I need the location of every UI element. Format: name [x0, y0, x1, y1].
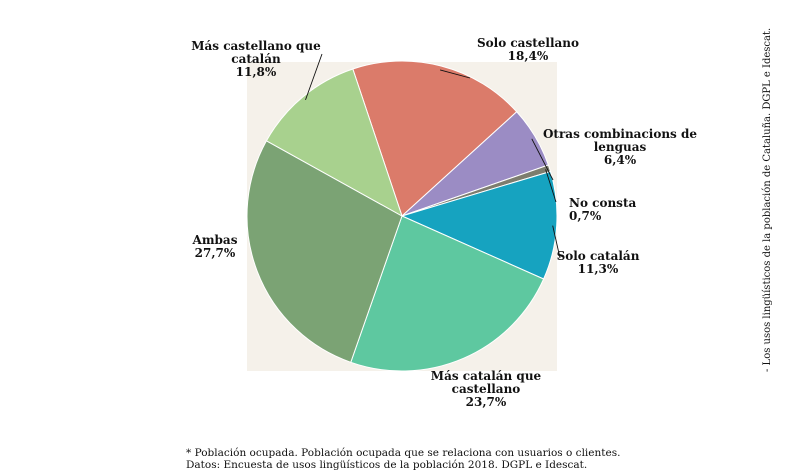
- slice-value-ambas: 27,7%: [195, 246, 236, 260]
- slice-value-mas-catalan-que-castellano: 23,7%: [466, 395, 507, 409]
- slice-label-no-consta-0: No consta: [569, 196, 636, 210]
- pie-slice-solo-castellano: [352, 60, 518, 217]
- slice-label-mas-castellano-que-catalan-1: catalán: [231, 52, 281, 66]
- slice-value-no-consta: 0,7%: [569, 209, 602, 223]
- pie-slice-solo-catalan: [400, 170, 558, 280]
- slice-value-otras-combinacions-de-lenguas: 6,4%: [604, 153, 637, 167]
- slice-label-ambas-0: Ambas: [192, 233, 238, 247]
- leader-line-otras-combinacions-de-lenguas: [531, 138, 554, 181]
- slice-value-mas-castellano-que-catalan: 11,8%: [236, 65, 277, 79]
- slice-label-mas-castellano-que-catalan-0: Más castellano que: [191, 39, 321, 53]
- slice-label-solo-castellano-0: Solo castellano: [477, 36, 579, 50]
- leader-line-solo-catalan: [552, 225, 561, 259]
- pie-slice-mas-castellano-que-catalan: [265, 68, 403, 218]
- leader-line-mas-castellano-que-catalan: [305, 53, 323, 101]
- footnote-population: * Población ocupada. Población ocupada q…: [186, 447, 621, 459]
- slice-label-otras-combinacions-de-lenguas-1: lenguas: [594, 140, 647, 154]
- slice-label-solo-catalan-0: Solo catalán: [557, 249, 640, 263]
- slice-label-otras-combinacions-de-lenguas-0: Otras combinacions de: [543, 127, 697, 141]
- footnote-source: Datos: Encuesta de usos lingüísticos de …: [186, 459, 588, 471]
- slice-value-solo-castellano: 18,4%: [508, 49, 549, 63]
- slice-label-mas-catalan-que-castellano-0: Más catalán que: [431, 369, 542, 383]
- side-source-text: - Los usos lingüísticos de la población …: [762, 27, 773, 372]
- pie-slice-ambas: [246, 140, 403, 363]
- leader-line-solo-castellano: [439, 69, 471, 79]
- slice-label-mas-catalan-que-castellano-1: castellano: [452, 382, 521, 396]
- leader-line-no-consta: [545, 169, 557, 203]
- pie-slice-mas-catalan-que-castellano: [350, 215, 545, 372]
- slice-value-solo-catalan: 11,3%: [578, 262, 619, 276]
